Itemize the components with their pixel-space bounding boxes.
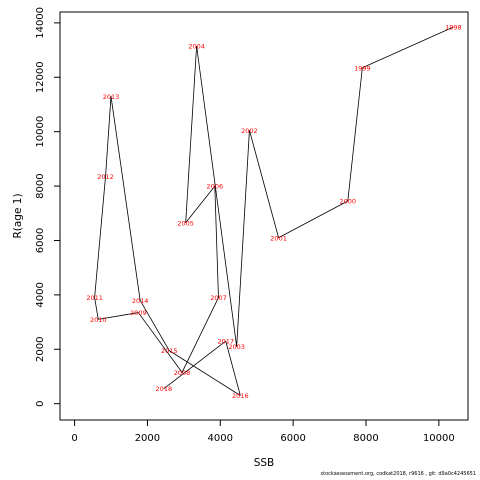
year-label-2015: 2015 (161, 347, 178, 355)
plot-frame (59, 11, 469, 421)
y-tick-label: 12000 (35, 61, 46, 93)
x-axis-title: SSB (254, 457, 275, 469)
year-label-2007: 2007 (210, 294, 227, 302)
trajectory-segment-2000-2001 (278, 200, 348, 239)
year-label-2008: 2008 (174, 369, 191, 377)
year-label-2000: 2000 (340, 198, 357, 206)
trajectory-segment-2005-2006 (185, 185, 216, 224)
trajectory-segment-2003-2004 (196, 45, 238, 347)
trajectory-segment-2011-2012 (94, 176, 106, 298)
x-tick-label: 6000 (280, 433, 305, 444)
year-label-2001: 2001 (270, 234, 287, 242)
year-label-2018: 2018 (156, 385, 173, 393)
year-label-2005: 2005 (177, 219, 194, 227)
y-tick-label: 0 (35, 400, 46, 406)
y-axis-title: R(age 1) (12, 193, 24, 238)
y-axis: 0 2000 4000 6000 8000 10000 12000 14000 (35, 7, 61, 407)
trajectory-segment-2007-2008 (181, 297, 219, 373)
year-label-2014: 2014 (132, 297, 149, 305)
y-tick-label: 10000 (35, 116, 46, 148)
trajectory-segment-2016-2017 (225, 341, 241, 396)
year-label-2003: 2003 (228, 343, 245, 351)
trajectory-segment-2008-2009 (137, 312, 183, 373)
x-tick-label: 0 (71, 433, 77, 444)
trajectory-segment-2010-2011 (94, 297, 99, 320)
year-label-2016: 2016 (232, 392, 249, 400)
year-label-2013: 2013 (103, 93, 120, 101)
y-tick-label: 2000 (35, 337, 46, 362)
year-labels: 1998 1999 2000 2001 2002 2003 2004 2005 2006 2007… (86, 23, 461, 400)
trajectory-segment-2004-2005 (185, 45, 198, 223)
footer-note: stockassessment.org, codkat2018, r9616 ,… (320, 471, 476, 477)
x-tick-label: 10000 (423, 433, 455, 444)
x-tick-label: 4000 (208, 433, 233, 444)
year-label-2011: 2011 (86, 294, 103, 302)
year-label-2012: 2012 (97, 173, 114, 181)
year-label-2004: 2004 (188, 43, 205, 51)
y-tick-label: 14000 (35, 7, 46, 39)
y-tick-label: 8000 (35, 173, 46, 198)
year-label-2006: 2006 (207, 183, 224, 191)
x-tick-label: 8000 (353, 433, 378, 444)
trajectory-segment-2009-2010 (98, 312, 139, 320)
trajectory-segment-2015-2016 (169, 350, 241, 396)
x-tick-label: 2000 (135, 433, 160, 444)
year-label-1998: 1998 (445, 23, 462, 31)
trajectory-segment-2014-2015 (139, 300, 170, 351)
year-label-1999: 1999 (354, 64, 371, 72)
trajectory-segment-2006-2007 (214, 186, 219, 298)
year-label-2009: 2009 (130, 309, 147, 317)
y-tick-label: 4000 (35, 282, 46, 307)
trajectory-segment-1998-1999 (362, 26, 454, 69)
x-axis: 0 2000 4000 6000 8000 10000 (71, 419, 455, 444)
y-tick-label: 6000 (35, 228, 46, 253)
year-label-2010: 2010 (90, 316, 107, 324)
year-label-2002: 2002 (241, 127, 258, 135)
trajectory-segment-2001-2002 (249, 130, 279, 238)
year-label-2017: 2017 (217, 338, 234, 346)
trajectory-segment-1999-2000 (347, 67, 363, 202)
trajectory-segment-2002-2003 (236, 130, 250, 347)
trajectory-segment-2017-2018 (163, 340, 226, 390)
trajectory-segment-2012-2013 (105, 96, 112, 177)
trajectory-lines (94, 26, 454, 396)
trajectory-segment-2013-2014 (110, 96, 141, 301)
